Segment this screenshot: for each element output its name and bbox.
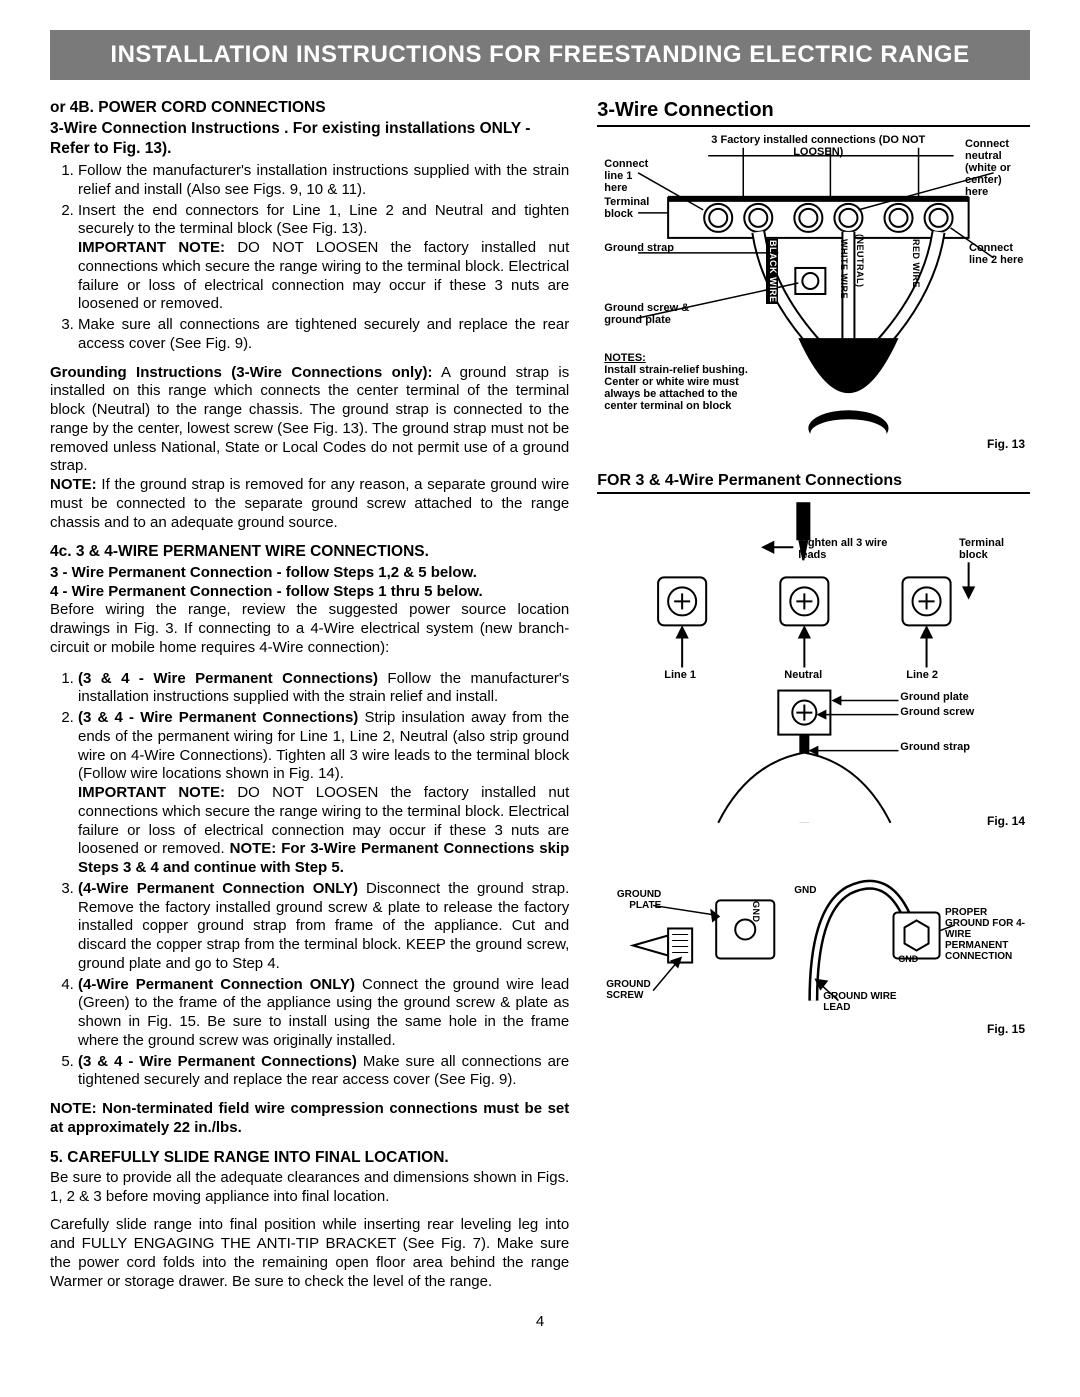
label-factory: 3 Factory installed connections (DO NOT …: [708, 134, 928, 158]
label-connect-l2: Connect line 2 here: [969, 242, 1027, 266]
fig13-label: Fig. 13: [987, 437, 1025, 452]
page-header: INSTALLATION INSTRUCTIONS FOR FREESTANDI…: [50, 30, 1030, 80]
label-red-wire: RED WIRE: [910, 239, 920, 288]
page-number: 4: [50, 1313, 1030, 1332]
label-connect-l1: Connect line 1 here: [604, 158, 658, 194]
note-lead: NOTE:: [50, 476, 97, 493]
heading-permanent: FOR 3 & 4-Wire Permanent Connections: [597, 471, 1030, 494]
item-lead: (3 & 4 - Wire Permanent Connections): [78, 709, 358, 726]
two-column-layout: or 4B. POWER CORD CONNECTIONS 3-Wire Con…: [50, 98, 1030, 1301]
grounding-heading: Grounding Instructions (3-Wire Connectio…: [50, 364, 432, 381]
heading-4b-sub: 3-Wire Connection Instructions . For exi…: [50, 119, 569, 158]
list-item: (3 & 4 - Wire Permanent Connections) Str…: [78, 709, 569, 878]
note-body: If the ground strap is removed for any r…: [50, 476, 569, 531]
label-terminal-block-14: Terminal block: [959, 537, 1019, 561]
label-ground-strap: Ground strap: [604, 242, 684, 254]
h5-p1: Be sure to provide all the adequate clea…: [50, 1169, 569, 1207]
label-gnd2: GND: [794, 885, 816, 896]
list-text: Insert the end connectors for Line 1, Li…: [78, 202, 569, 238]
fig15-label: Fig. 15: [987, 1022, 1025, 1037]
intro-4c: Before wiring the range, review the sugg…: [50, 601, 569, 657]
list-item: (3 & 4 - Wire Permanent Connections) Fol…: [78, 670, 569, 708]
item-lead: (3 & 4 - Wire Permanent Connections): [78, 670, 378, 687]
label-neutral-14: Neutral: [784, 669, 822, 681]
grounding-para: Grounding Instructions (3-Wire Connectio…: [50, 364, 569, 533]
h5-p2: Carefully slide range into final positio…: [50, 1216, 569, 1291]
label-ground-screw: Ground screw & ground plate: [604, 302, 694, 326]
label-black-wire: BLACK WIRE: [766, 239, 778, 304]
label-terminal-block: Terminal block: [604, 196, 664, 220]
list-item: Make sure all connections are tightened …: [78, 316, 569, 354]
important-note-lead: IMPORTANT NOTE:: [78, 239, 225, 256]
heading-4b: or 4B. POWER CORD CONNECTIONS: [50, 98, 569, 117]
item-lead: (4-Wire Permanent Connection ONLY): [78, 880, 358, 897]
label-gnd3: GND: [898, 955, 918, 965]
label-line2: Line 2: [906, 669, 938, 681]
label-neutral-wire: (NEUTRAL): [854, 234, 864, 288]
notes-heading: NOTES:: [604, 352, 646, 364]
label-gnd1: GND: [750, 901, 760, 923]
heading-4c-sub1: 3 - Wire Permanent Connection - follow S…: [50, 564, 569, 583]
compression-note: NOTE: Non-terminated field wire compress…: [50, 1100, 569, 1138]
list-item: (4-Wire Permanent Connection ONLY) Conne…: [78, 976, 569, 1051]
label-tighten: Tighten all 3 wire leads: [798, 537, 888, 561]
heading-5: 5. CAREFULLY SLIDE RANGE INTO FINAL LOCA…: [50, 1148, 569, 1167]
figure-13: Connect line 1 here 3 Factory installed …: [597, 133, 1030, 453]
heading-3wire: 3-Wire Connection: [597, 98, 1030, 127]
list-4b: Follow the manufacturer's installation i…: [50, 162, 569, 354]
list-item: (4-Wire Permanent Connection ONLY) Disco…: [78, 880, 569, 974]
list-4c: (3 & 4 - Wire Permanent Connections) Fol…: [50, 670, 569, 1091]
label-ground-screw-14: Ground screw: [900, 706, 974, 718]
list-item: Insert the end connectors for Line 1, Li…: [78, 202, 569, 315]
label-ground-plate-14: Ground plate: [900, 691, 968, 703]
list-item: (3 & 4 - Wire Permanent Connections) Mak…: [78, 1053, 569, 1091]
label-line1: Line 1: [664, 669, 696, 681]
label-white-wire: WHITE WIRE: [838, 239, 848, 299]
notes-body: Install strain-relief bushing. Center or…: [604, 364, 754, 412]
label-ground-plate-15: GROUND PLATE: [606, 889, 661, 911]
label-connect-neutral: Connect neutral (white or center) here: [965, 138, 1027, 198]
heading-4c-sub2: 4 - Wire Permanent Connection - follow S…: [50, 583, 569, 602]
right-column: 3-Wire Connection: [597, 98, 1030, 1301]
item-lead: (4-Wire Permanent Connection ONLY): [78, 976, 355, 993]
item-lead: (3 & 4 - Wire Permanent Connections): [78, 1053, 357, 1070]
label-ground-wire-lead: GROUND WIRE LEAD: [823, 991, 903, 1013]
label-ground-screw-15: GROUND SCREW: [606, 979, 661, 1001]
label-proper-ground: PROPER GROUND FOR 4-WIRE PERMANENT CONNE…: [945, 907, 1027, 962]
important-note-lead: IMPORTANT NOTE:: [78, 784, 225, 801]
figure-15: GROUND PLATE GROUND SCREW GND GND GND GR…: [597, 848, 1030, 1038]
fig14-label: Fig. 14: [987, 814, 1025, 829]
figure-14: Tighten all 3 wire leads Terminal block …: [597, 500, 1030, 830]
list-item: Follow the manufacturer's installation i…: [78, 162, 569, 200]
left-column: or 4B. POWER CORD CONNECTIONS 3-Wire Con…: [50, 98, 569, 1301]
label-ground-strap-14: Ground strap: [900, 741, 970, 753]
heading-4c: 4c. 3 & 4-WIRE PERMANENT WIRE CONNECTION…: [50, 542, 569, 561]
